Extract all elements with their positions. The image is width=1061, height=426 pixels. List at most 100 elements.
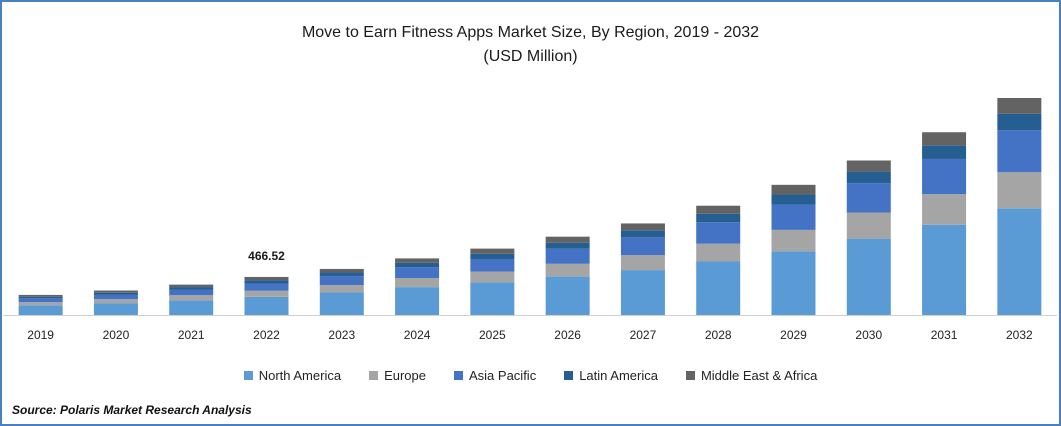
bar-segment-2030-3 <box>846 171 891 184</box>
bar-segment-2027-2 <box>620 237 665 256</box>
bar-segment-2028-0 <box>696 261 741 315</box>
bar-segment-2022-0 <box>244 296 289 315</box>
bar-segment-2027-1 <box>620 255 665 271</box>
bar-segment-2027-4 <box>620 223 665 231</box>
legend-swatch <box>243 371 253 380</box>
bar-segment-2032-0 <box>997 208 1042 315</box>
legend-label: Middle East & Africa <box>700 368 818 383</box>
chart-legend: North America Europe Asia Pacific Latin Ame… <box>0 368 1061 383</box>
bar-segment-2031-0 <box>922 224 967 315</box>
legend-item-0: North America <box>243 368 342 383</box>
x-tick-label-2030: 2030 <box>855 328 882 342</box>
legend-item-1: Europe <box>369 368 426 383</box>
bar-segment-2025-0 <box>470 282 515 315</box>
x-tick-label-2024: 2024 <box>404 328 431 342</box>
bar-segment-2028-1 <box>696 243 741 262</box>
bar-segment-2020-2 <box>93 294 138 300</box>
bar-segment-2031-2 <box>922 158 967 195</box>
legend-swatch <box>685 371 695 380</box>
bar-segment-2025-4 <box>470 248 515 254</box>
bar-segment-2029-4 <box>771 184 816 195</box>
bar-segment-2028-4 <box>696 205 741 214</box>
x-tick-label-2020: 2020 <box>103 328 130 342</box>
bar-segment-2020-3 <box>93 292 138 295</box>
bar-segment-2028-2 <box>696 222 741 244</box>
bar-segment-2030-1 <box>846 212 891 239</box>
x-tick-label-2023: 2023 <box>328 328 355 342</box>
legend-item-2: Asia Pacific <box>454 368 536 383</box>
bar-segment-2027-3 <box>620 230 665 238</box>
bar-segment-2029-1 <box>771 229 816 252</box>
bar-segment-2022-2 <box>244 283 289 291</box>
bar-segment-2020-4 <box>93 290 138 293</box>
x-tick-label-2021: 2021 <box>178 328 205 342</box>
bar-segment-2032-3 <box>997 113 1042 131</box>
x-tick-label-2031: 2031 <box>931 328 958 342</box>
bar-segment-2024-3 <box>395 262 440 268</box>
bar-segment-2026-3 <box>545 242 590 249</box>
legend-item-3: Latin America <box>564 368 658 383</box>
bar-segment-2031-4 <box>922 132 967 146</box>
x-tick-label-2027: 2027 <box>630 328 657 342</box>
bar-segment-2029-0 <box>771 251 816 315</box>
bar-segment-2024-0 <box>395 287 440 315</box>
bar-segment-2026-4 <box>545 236 590 243</box>
bar-segment-2021-0 <box>169 300 214 315</box>
bar-segment-2020-1 <box>93 299 138 304</box>
legend-label: Asia Pacific <box>469 368 537 383</box>
data-label-2022: 466.52 <box>248 249 285 263</box>
bar-segment-2019-1 <box>18 302 63 306</box>
legend-label: Europe <box>384 368 426 383</box>
bar-segment-2019-2 <box>18 298 63 303</box>
x-tick-label-2019: 2019 <box>27 328 54 342</box>
bar-segment-2021-1 <box>169 295 214 301</box>
bar-segment-2025-1 <box>470 271 515 283</box>
bar-segment-2021-3 <box>169 287 214 290</box>
bar-segment-2032-2 <box>997 130 1042 173</box>
x-tick-label-2032: 2032 <box>1006 328 1033 342</box>
bar-segment-2030-2 <box>846 183 891 213</box>
x-tick-label-2026: 2026 <box>554 328 581 342</box>
x-tick-label-2022: 2022 <box>253 328 280 342</box>
bar-segment-2022-3 <box>244 280 289 284</box>
legend-label: Latin America <box>579 368 658 383</box>
bar-segment-2031-3 <box>922 145 967 159</box>
bar-segment-2019-3 <box>18 296 63 299</box>
bar-segment-2023-0 <box>319 292 364 315</box>
chart-title: Move to Earn Fitness Apps Market Size, B… <box>301 24 760 41</box>
x-tick-label-2029: 2029 <box>780 328 807 342</box>
bar-segment-2022-4 <box>244 276 289 281</box>
legend-swatch <box>369 371 379 380</box>
bar-segment-2027-0 <box>620 270 665 315</box>
bar-segment-2024-1 <box>395 278 440 288</box>
bar-segment-2024-2 <box>395 267 440 279</box>
bar-segment-2022-1 <box>244 290 289 297</box>
x-tick-label-2028: 2028 <box>705 328 732 342</box>
x-tick-label-2025: 2025 <box>479 328 506 342</box>
chart-subtitle: (USD Million) <box>483 48 578 65</box>
bar-segment-2029-2 <box>771 204 816 230</box>
bar-segment-2021-2 <box>169 289 214 296</box>
bar-segment-2021-4 <box>169 284 214 288</box>
bar-segment-2023-2 <box>319 276 364 286</box>
bar-segment-2032-4 <box>997 98 1042 114</box>
bar-segment-2029-3 <box>771 194 816 205</box>
bar-segment-2025-3 <box>470 253 515 259</box>
bar-segment-2023-1 <box>319 285 364 293</box>
bar-segment-2026-1 <box>545 263 590 277</box>
legend-item-4: Middle East & Africa <box>685 368 818 383</box>
bar-segment-2025-2 <box>470 258 515 272</box>
legend-label: North America <box>258 368 342 383</box>
bar-segment-2026-0 <box>545 276 590 315</box>
bar-segment-2023-4 <box>319 268 364 273</box>
bar-segment-2020-0 <box>93 303 138 315</box>
bar-segment-2024-4 <box>395 258 440 263</box>
bar-segment-2031-1 <box>922 194 967 225</box>
legend-swatch <box>564 371 574 380</box>
bar-segment-2028-3 <box>696 213 741 223</box>
bar-segment-2019-4 <box>18 294 63 297</box>
bar-segment-2032-1 <box>997 172 1042 209</box>
bar-segment-2030-4 <box>846 160 891 172</box>
legend-swatch <box>454 371 463 380</box>
